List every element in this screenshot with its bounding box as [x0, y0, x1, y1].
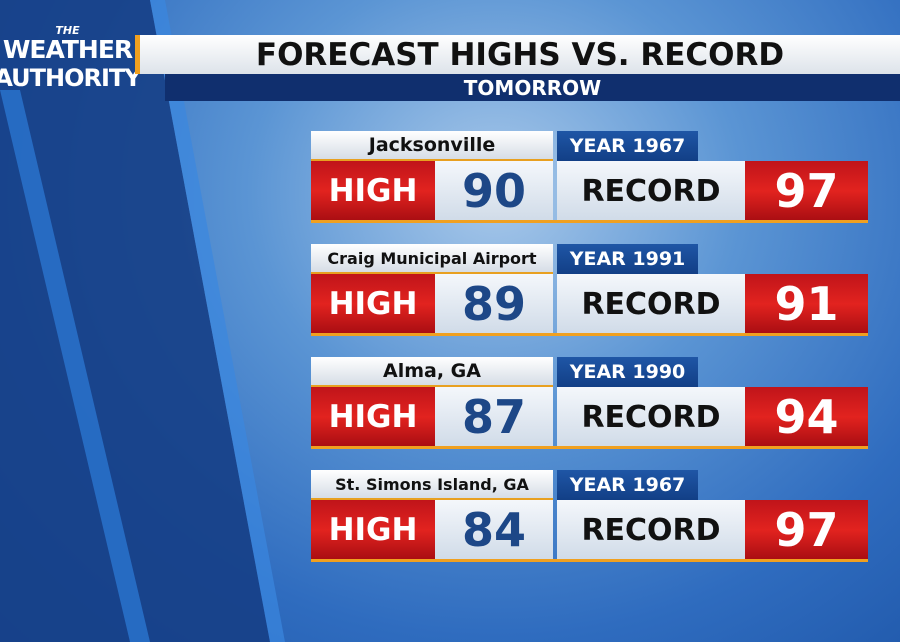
record-value: 91	[745, 274, 868, 334]
record-year: YEAR 1967	[557, 131, 698, 161]
high-label: HIGH	[311, 500, 435, 560]
high-label: HIGH	[311, 387, 435, 447]
record-label: RECORD	[557, 161, 745, 221]
logo-line: WEATHER	[2, 34, 133, 64]
row-underline	[311, 559, 868, 562]
record-year: YEAR 1990	[557, 357, 698, 387]
high-label: HIGH	[311, 161, 435, 221]
record-label: RECORD	[557, 387, 745, 447]
record-year: YEAR 1991	[557, 244, 698, 274]
record-label: RECORD	[557, 500, 745, 560]
high-value: 89	[435, 274, 553, 334]
high-value: 90	[435, 161, 553, 221]
row-underline	[311, 333, 868, 336]
record-value: 97	[745, 500, 868, 560]
location: Alma, GA	[311, 357, 553, 387]
logo-line: THE	[55, 23, 80, 37]
record-year: YEAR 1967	[557, 470, 698, 500]
high-value: 87	[435, 387, 553, 447]
title: FORECAST HIGHS VS. RECORD	[135, 35, 900, 74]
location: St. Simons Island, GA	[311, 470, 553, 500]
record-label: RECORD	[557, 274, 745, 334]
high-label: HIGH	[311, 274, 435, 334]
location: Jacksonville	[311, 131, 553, 161]
high-value: 84	[435, 500, 553, 560]
logo-line: AUTHORITY	[0, 64, 142, 92]
row-underline	[311, 446, 868, 449]
record-value: 94	[745, 387, 868, 447]
subtitle: TOMORROW	[165, 74, 900, 101]
row-underline	[311, 220, 868, 223]
location: Craig Municipal Airport	[311, 244, 553, 274]
record-value: 97	[745, 161, 868, 221]
